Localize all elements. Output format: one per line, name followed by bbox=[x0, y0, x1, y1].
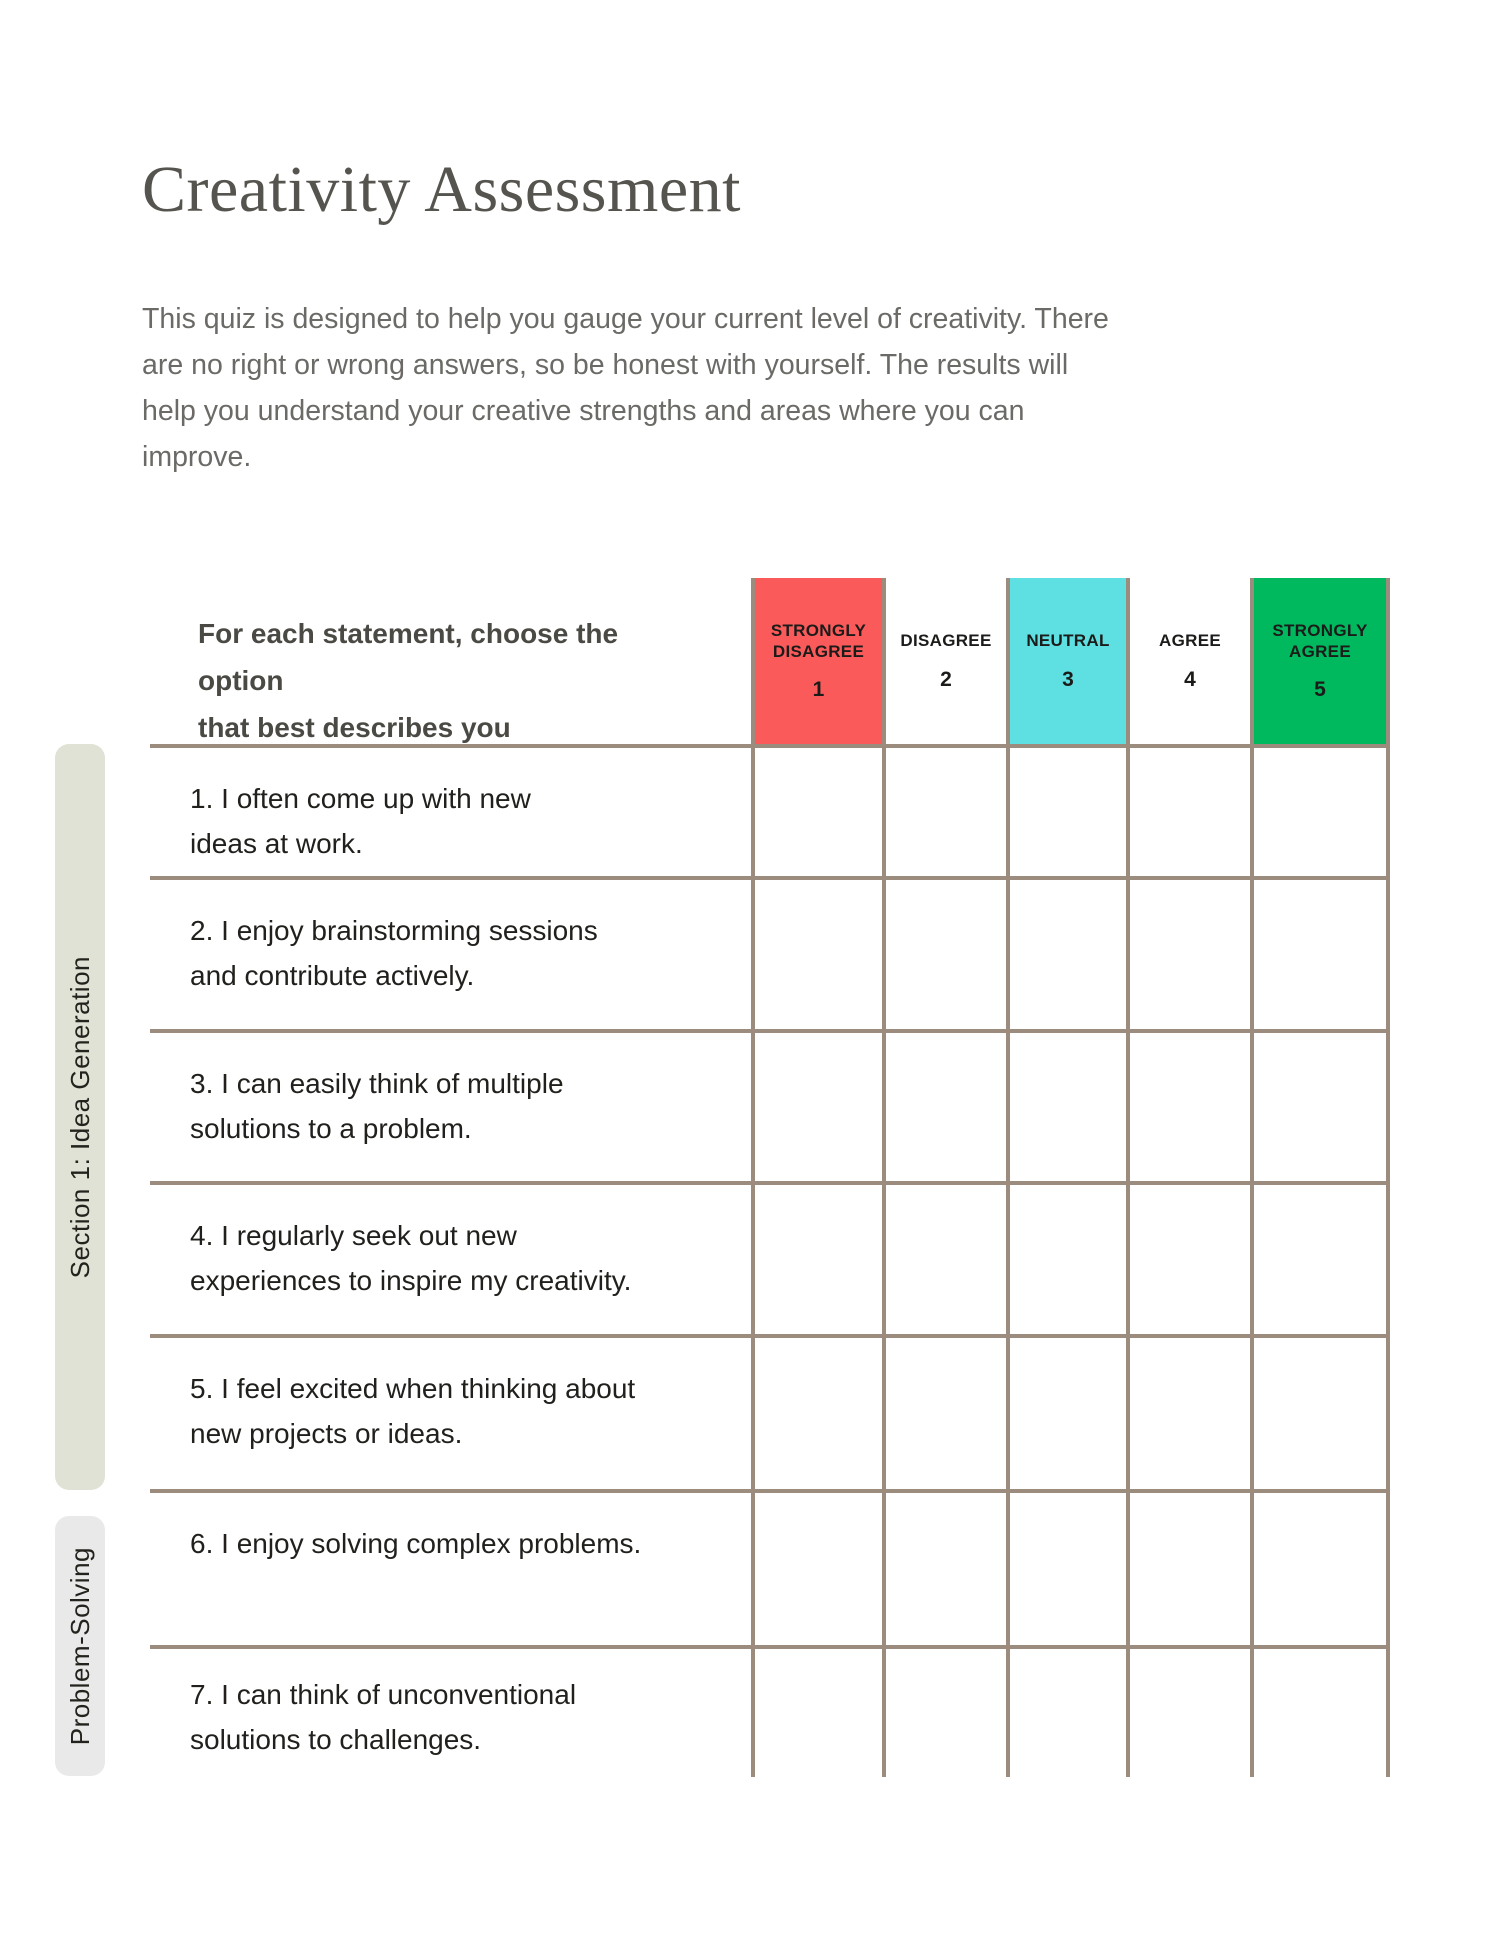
answer-cell-q5-s4[interactable] bbox=[1128, 1334, 1252, 1489]
question-7: 7. I can think of unconventional solutio… bbox=[190, 1679, 577, 1755]
question-2: 2. I enjoy brainstorming sessions and co… bbox=[190, 915, 598, 991]
page-description: This quiz is designed to help you gauge … bbox=[142, 303, 1109, 473]
answer-cell-q3-s1[interactable] bbox=[753, 1029, 884, 1181]
answer-cell-q2-s2[interactable] bbox=[884, 876, 1008, 1029]
answer-cell-q3-s5[interactable] bbox=[1252, 1029, 1388, 1181]
answer-cell-q7-s4[interactable] bbox=[1128, 1645, 1252, 1777]
answer-cell-q4-s4[interactable] bbox=[1128, 1181, 1252, 1334]
answer-cell-q5-s5[interactable] bbox=[1252, 1334, 1388, 1489]
answer-cell-q7-s5[interactable] bbox=[1252, 1645, 1388, 1777]
scale-header-label: AGREE bbox=[1159, 631, 1221, 651]
grid-vline bbox=[751, 578, 755, 1777]
section-tab-label: Section 1: Idea Generation bbox=[64, 955, 95, 1279]
answer-cell-q7-s3[interactable] bbox=[1008, 1645, 1128, 1777]
scale-header-neutral: NEUTRAL 3 bbox=[1010, 578, 1126, 744]
section-tab-label: Problem-Solving bbox=[64, 1546, 95, 1746]
answer-cell-q6-s2[interactable] bbox=[884, 1489, 1008, 1645]
scale-header-label: STRONGLY AGREE bbox=[1272, 620, 1368, 661]
question-1: 1. I often come up with new ideas at wor… bbox=[190, 783, 531, 859]
scale-header-label: DISAGREE bbox=[900, 631, 992, 651]
grid-vline bbox=[1386, 578, 1390, 1777]
answer-cell-q2-s4[interactable] bbox=[1128, 876, 1252, 1029]
grid-hline bbox=[150, 744, 1390, 748]
grid-hline bbox=[150, 876, 1390, 880]
answer-cell-q6-s3[interactable] bbox=[1008, 1489, 1128, 1645]
scale-header-label: NEUTRAL bbox=[1026, 631, 1110, 651]
answer-cell-q1-s5[interactable] bbox=[1252, 744, 1388, 876]
grid-vline bbox=[882, 578, 886, 1777]
answer-cell-q6-s4[interactable] bbox=[1128, 1489, 1252, 1645]
answer-cell-q3-s4[interactable] bbox=[1128, 1029, 1252, 1181]
table-prompt: For each statement, choose the option th… bbox=[198, 618, 619, 743]
page-title: Creativity Assessment bbox=[142, 153, 741, 226]
section-tab-problem-solving: Problem-Solving bbox=[55, 1516, 105, 1776]
scale-header-value: 5 bbox=[1314, 678, 1326, 702]
scale-header-disagree: DISAGREE 2 bbox=[886, 578, 1006, 744]
answer-cell-q7-s2[interactable] bbox=[884, 1645, 1008, 1777]
scale-box-strongly-agree bbox=[1254, 578, 1386, 744]
answer-cell-q6-s1[interactable] bbox=[753, 1489, 884, 1645]
answer-cell-q5-s1[interactable] bbox=[753, 1334, 884, 1489]
question-4: 4. I regularly seek out new experiences … bbox=[190, 1220, 632, 1296]
scale-header-agree: AGREE 4 bbox=[1130, 578, 1250, 744]
answer-cell-q2-s3[interactable] bbox=[1008, 876, 1128, 1029]
scale-header-value: 4 bbox=[1184, 667, 1196, 691]
answer-cell-q6-s5[interactable] bbox=[1252, 1489, 1388, 1645]
scale-header-label: STRONGLY DISAGREE bbox=[770, 620, 867, 661]
answer-cell-q5-s3[interactable] bbox=[1008, 1334, 1128, 1489]
grid-vline bbox=[1126, 578, 1130, 1777]
grid-hline bbox=[150, 1029, 1390, 1033]
grid-vline bbox=[1250, 578, 1254, 1777]
scale-header-value: 1 bbox=[812, 678, 825, 702]
question-6: 6. I enjoy solving complex problems. bbox=[190, 1528, 642, 1559]
answer-cell-q1-s2[interactable] bbox=[884, 744, 1008, 876]
answer-cell-q3-s3[interactable] bbox=[1008, 1029, 1128, 1181]
answer-cell-q4-s2[interactable] bbox=[884, 1181, 1008, 1334]
grid-hline bbox=[150, 1181, 1390, 1185]
section-tab-idea-generation: Section 1: Idea Generation bbox=[55, 744, 105, 1490]
question-5: 5. I feel excited when thinking about ne… bbox=[190, 1373, 636, 1449]
scale-header-value: 3 bbox=[1062, 667, 1074, 691]
grid-hline bbox=[150, 1489, 1390, 1493]
scale-box-strongly-disagree bbox=[755, 578, 882, 744]
scale-header-value: 2 bbox=[940, 667, 952, 691]
scale-header-strongly-agree: STRONGLY AGREE 5 bbox=[1254, 578, 1386, 744]
answer-cell-q2-s1[interactable] bbox=[753, 876, 884, 1029]
scale-box-neutral bbox=[1010, 578, 1126, 744]
answer-cell-q4-s5[interactable] bbox=[1252, 1181, 1388, 1334]
question-3: 3. I can easily think of multiple soluti… bbox=[190, 1068, 564, 1144]
grid-vline bbox=[1006, 578, 1010, 1777]
answer-cell-q7-s1[interactable] bbox=[753, 1645, 884, 1777]
answer-cell-q2-s5[interactable] bbox=[1252, 876, 1388, 1029]
answer-cell-q1-s1[interactable] bbox=[753, 744, 884, 876]
answer-cell-q5-s2[interactable] bbox=[884, 1334, 1008, 1489]
answer-cell-q4-s3[interactable] bbox=[1008, 1181, 1128, 1334]
scale-header-strongly-disagree: STRONGLY DISAGREE 1 bbox=[755, 578, 882, 744]
grid-hline bbox=[150, 1645, 1390, 1649]
grid-hline bbox=[150, 1334, 1390, 1338]
answer-cell-q1-s3[interactable] bbox=[1008, 744, 1128, 876]
answer-cell-q3-s2[interactable] bbox=[884, 1029, 1008, 1181]
answer-cell-q4-s1[interactable] bbox=[753, 1181, 884, 1334]
answer-cell-q1-s4[interactable] bbox=[1128, 744, 1252, 876]
